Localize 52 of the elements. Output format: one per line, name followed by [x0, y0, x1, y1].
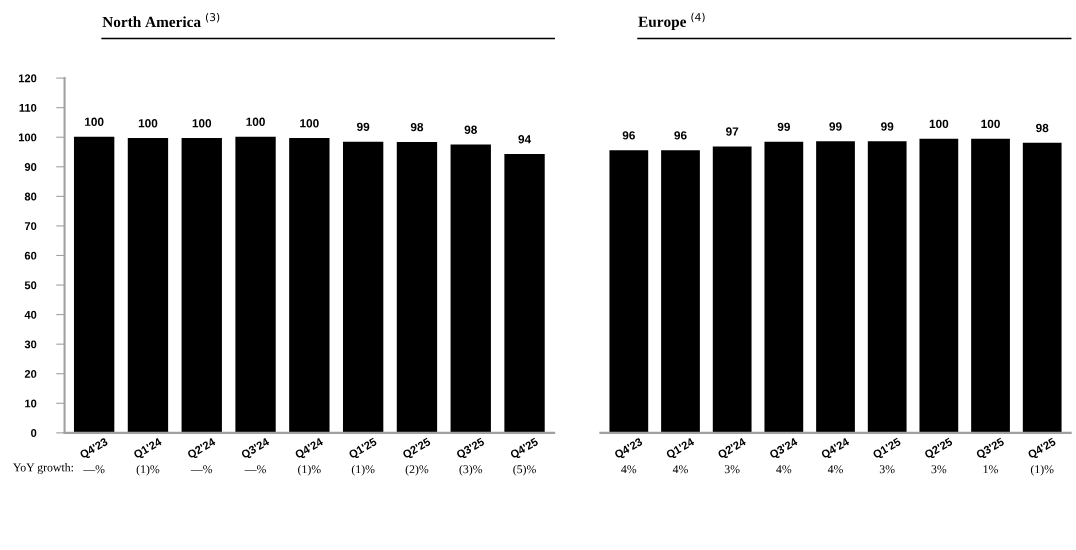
text: 4%: [672, 465, 688, 474]
y-tick-label: 110: [19, 103, 37, 112]
data-label: 96: [674, 131, 687, 140]
y-tick-label: 0: [31, 429, 37, 437]
y-tick-label: 90: [24, 163, 37, 171]
text: 1%: [983, 465, 998, 474]
chart-title: North America $^{(3)}$: [102, 12, 220, 28]
chart-title: Europe $^{(4)}$: [638, 12, 705, 31]
y-tick-label: 20: [24, 369, 37, 378]
text: 3%: [724, 465, 740, 474]
text: —%: [190, 465, 213, 474]
y-tick-label: 30: [24, 340, 37, 349]
text: —%: [244, 465, 266, 474]
text: 3%: [931, 465, 947, 474]
y-tick-label: 10: [25, 399, 37, 408]
y-tick-label: 50: [24, 281, 37, 290]
data-label: 100: [981, 119, 1000, 129]
y-tick-label: 70: [24, 222, 37, 231]
text: —%: [83, 465, 105, 474]
text: (2)%: [405, 464, 429, 476]
y-tick-label: 120: [18, 74, 37, 83]
data-label: 98: [1036, 123, 1049, 133]
text: 4%: [827, 465, 843, 474]
data-label: 100: [929, 119, 949, 129]
data-label: 94: [518, 135, 532, 144]
data-label: 100: [85, 117, 104, 126]
text: (1)%: [136, 464, 160, 476]
data-label: 100: [192, 119, 212, 128]
text: (1)%: [351, 464, 375, 476]
data-label: 97: [726, 127, 739, 136]
data-label: 99: [881, 122, 894, 131]
data-label: 100: [138, 119, 158, 128]
data-label: 98: [464, 125, 477, 134]
text: (5)%: [513, 464, 536, 476]
text: (1)%: [1030, 464, 1054, 476]
text: 4%: [621, 465, 637, 474]
y-tick-label: 100: [18, 133, 37, 142]
data-label: 99: [829, 122, 842, 131]
data-label: 100: [300, 119, 319, 128]
text: (3)%: [459, 464, 483, 476]
y-tick-label: 40: [24, 310, 37, 319]
y-tick-label: 80: [24, 192, 37, 201]
data-label: 99: [777, 122, 790, 131]
data-label: 96: [622, 131, 635, 140]
data-label: 98: [410, 122, 424, 132]
data-label: 99: [356, 122, 370, 131]
data-label: 100: [246, 117, 265, 126]
text: 3%: [879, 465, 895, 474]
text: YoY growth:: [13, 463, 73, 474]
text: 4%: [776, 465, 792, 474]
y-tick-label: 60: [24, 251, 37, 260]
text: (1)%: [298, 464, 321, 476]
